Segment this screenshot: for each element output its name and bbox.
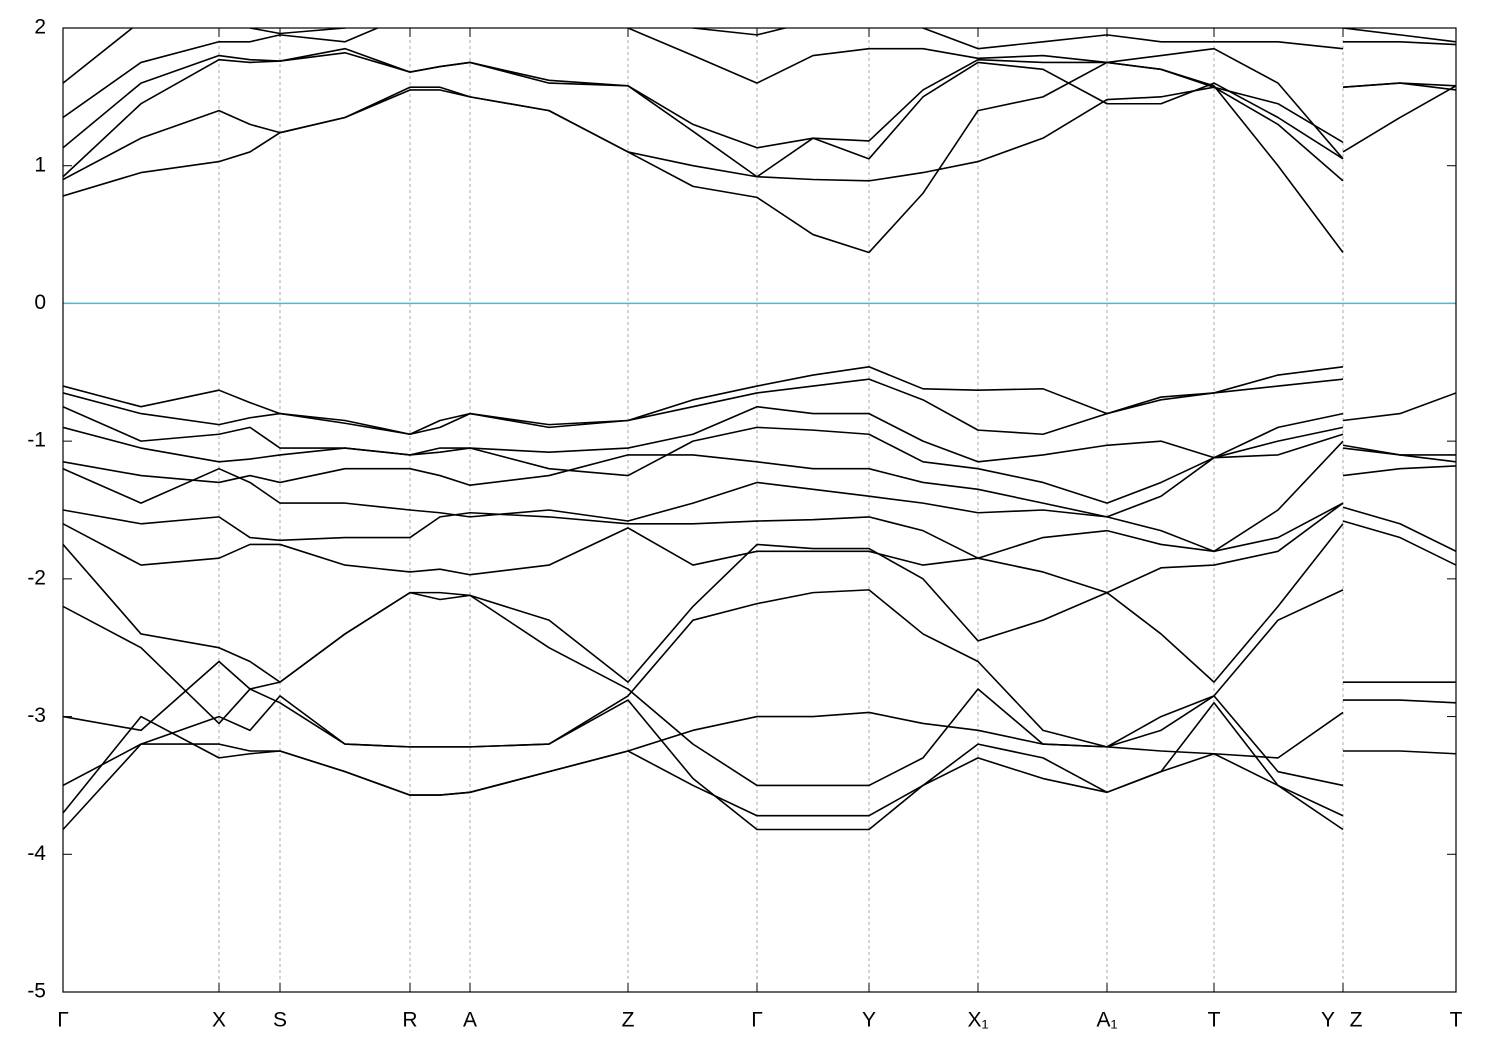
x-tick-label: A₁ (1096, 1009, 1117, 1032)
band-line (63, 695, 1344, 831)
x-tick-label: T (1450, 1009, 1463, 1032)
y-tick-label: 2 (34, 16, 46, 39)
x-tick-label: S (273, 1009, 287, 1032)
y-tick-label: -5 (27, 980, 46, 1003)
x-tick-label: A (463, 1009, 477, 1032)
band-line (63, 365, 1456, 436)
band-line (63, 440, 1456, 566)
y-tick-label: -1 (27, 429, 46, 452)
band-line (63, 405, 1456, 463)
band-line (63, 51, 1456, 178)
x-tick-label: Γ (57, 1009, 69, 1032)
x-tick-label: Y (862, 1009, 876, 1032)
band-line (63, 502, 1456, 683)
x-tick-label: X₁ (967, 1009, 988, 1032)
band-line (63, 711, 1344, 796)
y-tick-label: 1 (34, 153, 46, 176)
y-tick-label: -3 (27, 704, 46, 727)
band-line (63, 28, 1344, 84)
plot-frame (62, 27, 1457, 993)
x-tick-label: Z (622, 1009, 635, 1032)
x-tick-label: X (212, 1009, 226, 1032)
band-line (63, 433, 1456, 553)
y-tick-label: -4 (27, 842, 46, 865)
y-tick-label: -2 (27, 566, 46, 589)
x-tick-label: R (402, 1009, 417, 1032)
band-line (63, 591, 1344, 787)
band-line (63, 28, 1456, 160)
band-line (63, 523, 1456, 755)
grid-layer (62, 27, 1457, 993)
band-line (63, 502, 1456, 704)
x-tick-label: Z (1350, 1009, 1363, 1032)
bands-layer (63, 28, 1456, 831)
x-tick-label: Γ (751, 1009, 763, 1032)
band-line (63, 426, 1456, 504)
band-line (63, 40, 1456, 149)
x-tick-label: Y (1321, 1009, 1335, 1032)
y-tick-label: 0 (34, 291, 46, 314)
band-line (63, 589, 1344, 748)
x-tick-label: T (1208, 1009, 1221, 1032)
